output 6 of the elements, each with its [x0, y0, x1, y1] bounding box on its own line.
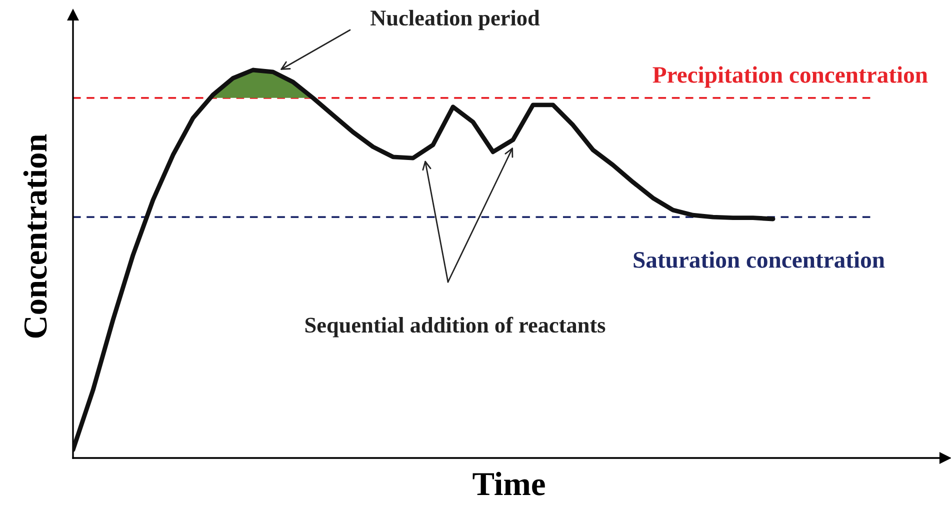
- annotation: Sequential addition of reactants: [305, 316, 606, 338]
- x-axis-title: Time: [472, 472, 545, 496]
- ref-line-label: Precipitation concentration: [652, 66, 928, 88]
- y-axis-title: Concentration: [23, 134, 47, 338]
- text: Nucleation period: [370, 10, 540, 30]
- ref-line-label: Saturation concentration: [634, 251, 885, 268]
